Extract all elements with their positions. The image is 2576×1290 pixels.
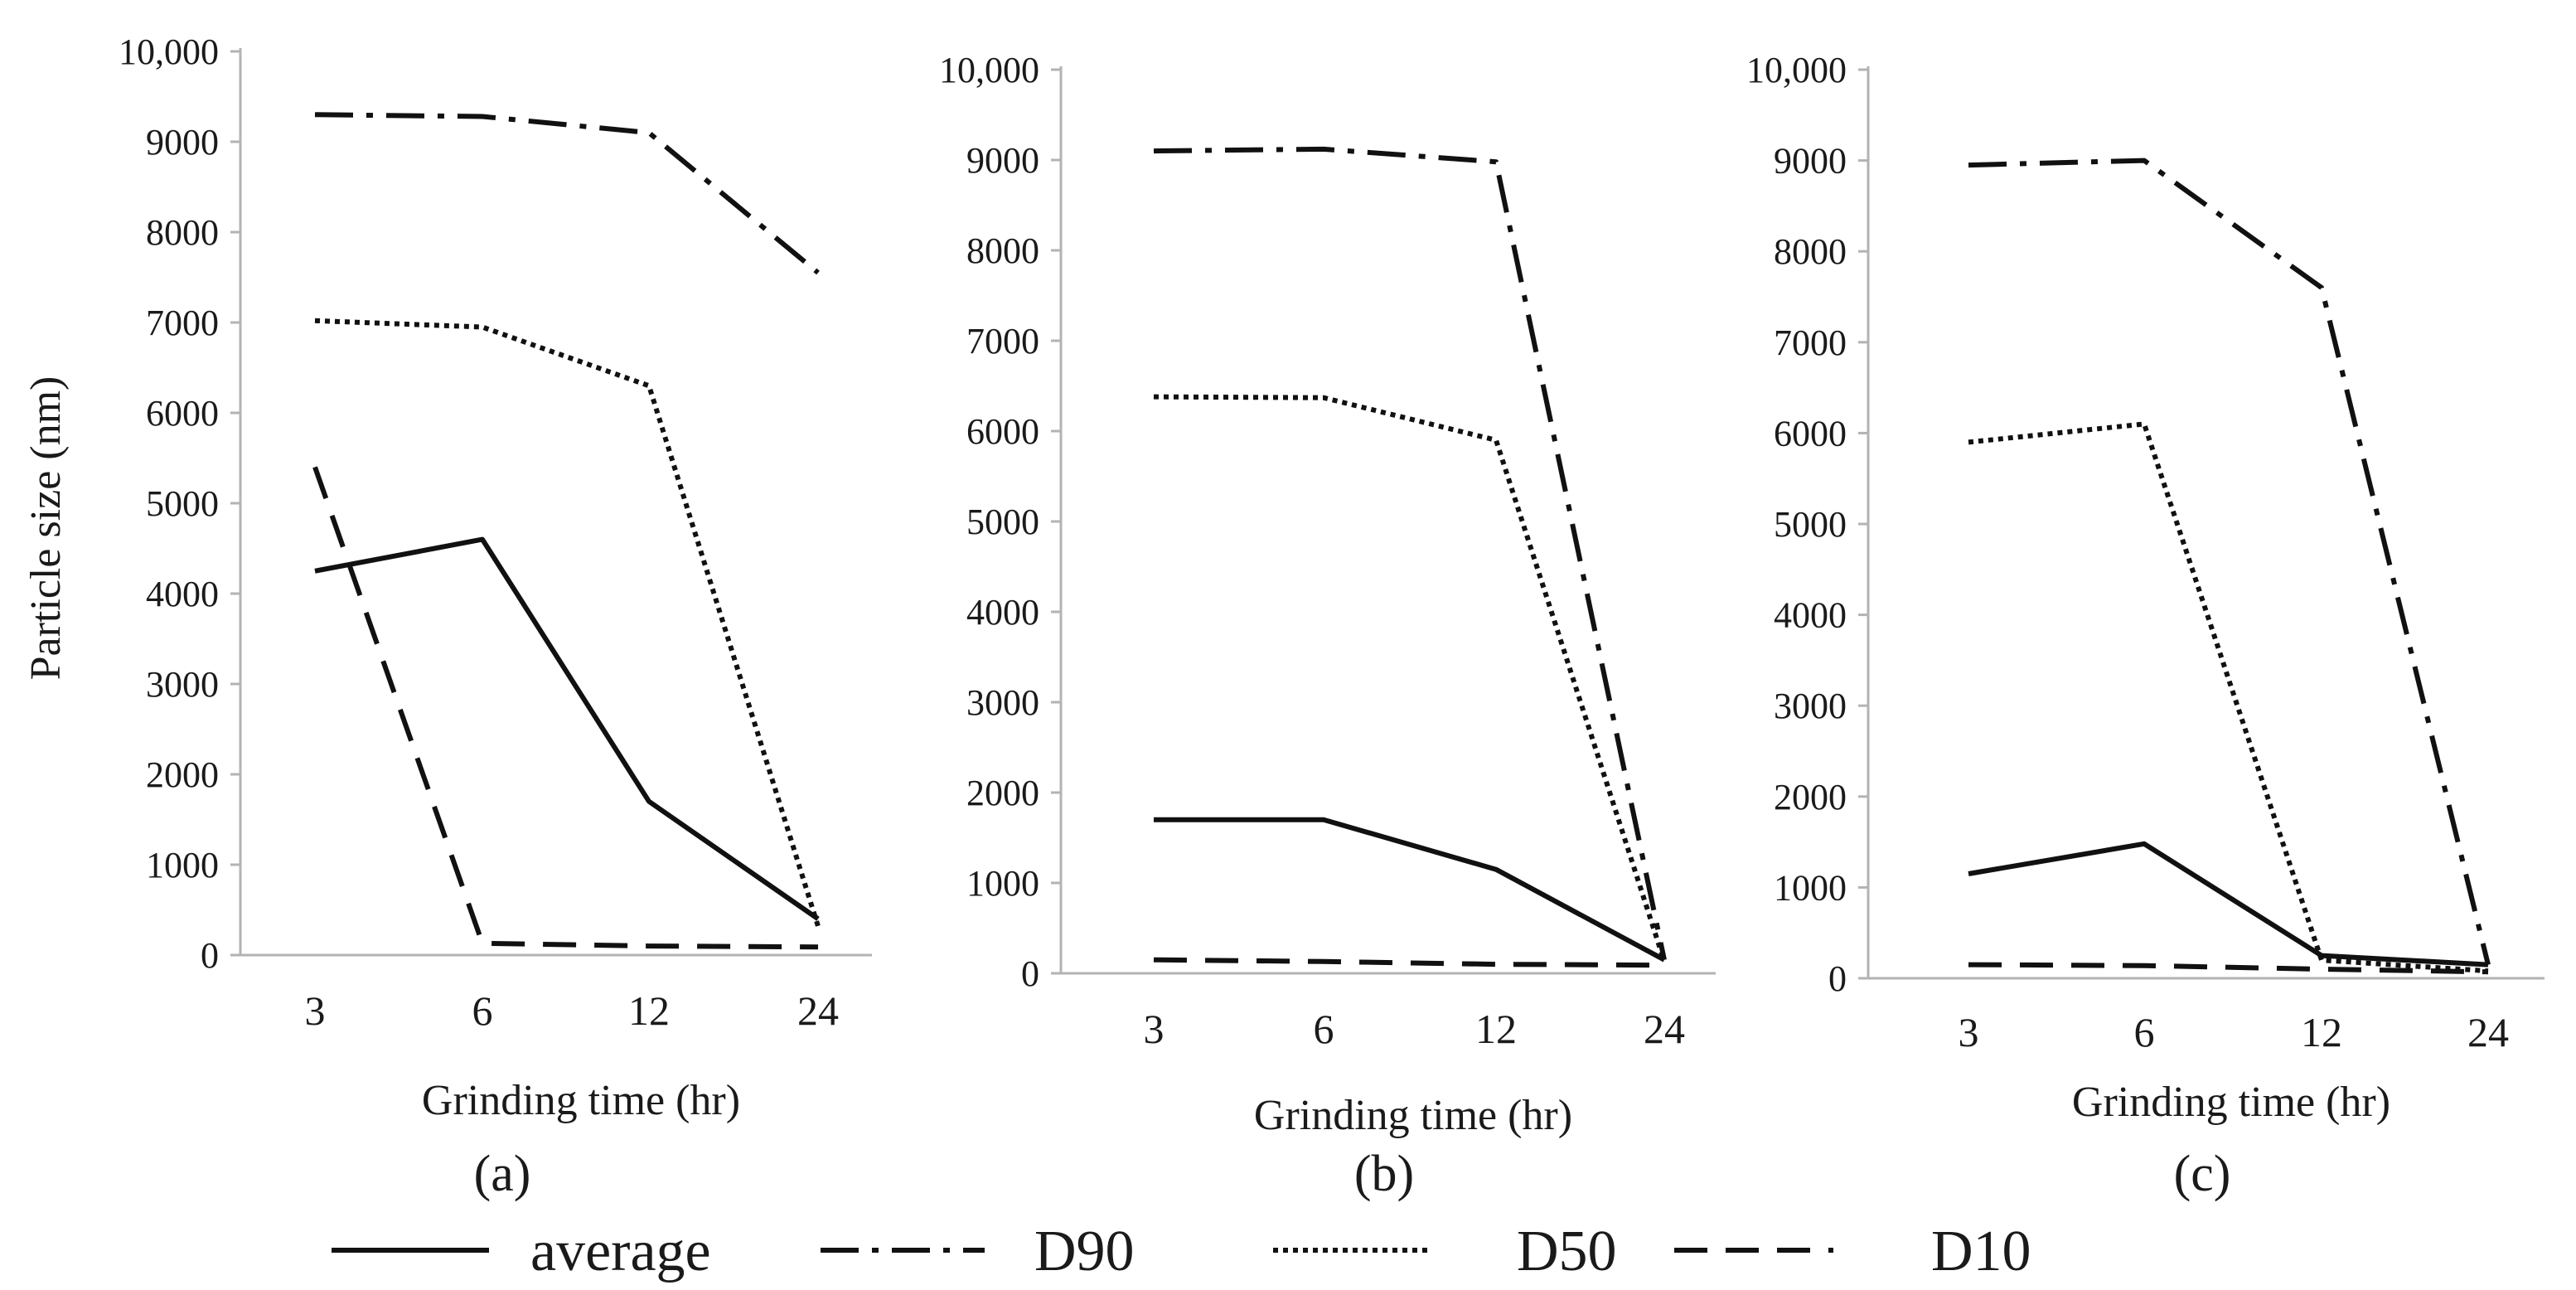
series-line-d50 (1968, 421, 2489, 974)
x-tick-label: 3 (305, 987, 326, 1034)
y-tick-label: 9000 (146, 122, 219, 162)
x-tick-label: 24 (2467, 1009, 2509, 1055)
series-line-d90 (314, 112, 820, 275)
x-tick-label: 3 (1959, 1009, 1979, 1055)
y-tick-label: 9000 (966, 140, 1039, 181)
y-tick-label: 2000 (966, 773, 1039, 813)
panel-label: (c) (2174, 1146, 2231, 1202)
y-axis-title: Particle size (nm) (22, 376, 70, 681)
y-tick-label: 10,000 (939, 50, 1039, 90)
legend-label-d90: D90 (1034, 1220, 1135, 1283)
x-tick-label: 12 (628, 987, 670, 1034)
y-tick-label: 0 (1828, 958, 1847, 999)
y-tick-label: 1000 (966, 863, 1039, 904)
y-tick-label: 2000 (146, 754, 219, 795)
y-tick-label: 6000 (966, 411, 1039, 452)
y-tick-label: 5000 (1774, 504, 1847, 545)
y-tick-label: 5000 (146, 483, 219, 524)
legend-label-average: average (530, 1220, 711, 1283)
x-axis-title: Grinding time (hr) (1254, 1092, 1572, 1139)
x-tick-label: 3 (1144, 1006, 1165, 1052)
panel-label: (a) (474, 1146, 531, 1202)
x-tick-label: 6 (472, 987, 493, 1034)
y-tick-label: 7000 (146, 303, 219, 343)
y-tick-label: 0 (1021, 953, 1039, 994)
x-tick-label: 12 (2301, 1009, 2342, 1055)
x-tick-label: 6 (2134, 1009, 2155, 1055)
y-tick-label: 10,000 (119, 32, 219, 72)
y-tick-label: 4000 (1774, 595, 1847, 636)
series-line-d50 (1153, 394, 1667, 963)
x-tick-label: 6 (1314, 1006, 1334, 1052)
series-line-average (1968, 841, 2489, 968)
y-tick-label: 7000 (966, 321, 1039, 361)
legend-label-d50: D50 (1517, 1220, 1617, 1283)
x-tick-label: 12 (1475, 1006, 1517, 1052)
series-line-d10 (1153, 957, 1665, 968)
y-tick-label: 10,000 (1746, 50, 1847, 90)
series-line-d90 (1153, 146, 1667, 961)
chart-panel-3: 0 1000 2000 3000 4000 5000 6000 7000 8000 9000 10,… (1746, 50, 2545, 1202)
y-tick-label: 8000 (1774, 231, 1847, 272)
y-tick-label: 3000 (146, 664, 219, 705)
y-tick-label: 3000 (1774, 686, 1847, 726)
x-tick-label: 24 (1644, 1006, 1685, 1052)
legend-label-d10: D10 (1931, 1220, 2031, 1283)
panel-label: (b) (1354, 1146, 1414, 1202)
chart-panel-2: 0 1000 2000 3000 4000 5000 6000 7000 8000 9000 10,… (939, 50, 1716, 1202)
y-tick-label: 7000 (1774, 322, 1847, 363)
y-tick-label: 9000 (1774, 141, 1847, 182)
series-line-d10 (312, 466, 819, 950)
x-axis-title: Grinding time (hr) (422, 1077, 740, 1124)
y-tick-label: 1000 (1774, 867, 1847, 908)
y-tick-label: 0 (201, 935, 219, 976)
series-line-average (1154, 817, 1666, 963)
y-tick-label: 3000 (966, 682, 1039, 723)
y-tick-label: 6000 (146, 393, 219, 434)
y-tick-label: 5000 (966, 502, 1039, 542)
y-tick-label: 6000 (1774, 413, 1847, 453)
chart-panel-1: 0 1000 2000 3000 4000 5000 6000 7000 8000 9000 10,… (22, 32, 872, 1202)
series-line-d90 (1968, 158, 2491, 966)
y-tick-label: 4000 (146, 574, 219, 614)
series-line-average (314, 536, 820, 921)
y-tick-label: 4000 (966, 592, 1039, 633)
x-axis-title: Grinding time (hr) (2072, 1079, 2390, 1126)
y-tick-label: 8000 (966, 230, 1039, 271)
y-tick-label: 2000 (1774, 777, 1847, 817)
legend: average D90 D50 D10 (332, 1220, 2031, 1283)
series-line-d10 (1968, 962, 2489, 975)
series-line-d50 (314, 318, 821, 927)
y-tick-label: 1000 (146, 845, 219, 885)
x-tick-label: 24 (797, 987, 839, 1034)
y-tick-label: 8000 (146, 212, 219, 253)
